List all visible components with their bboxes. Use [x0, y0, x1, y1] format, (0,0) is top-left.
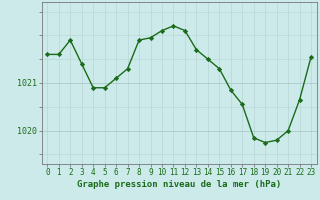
X-axis label: Graphe pression niveau de la mer (hPa): Graphe pression niveau de la mer (hPa) — [77, 180, 281, 189]
